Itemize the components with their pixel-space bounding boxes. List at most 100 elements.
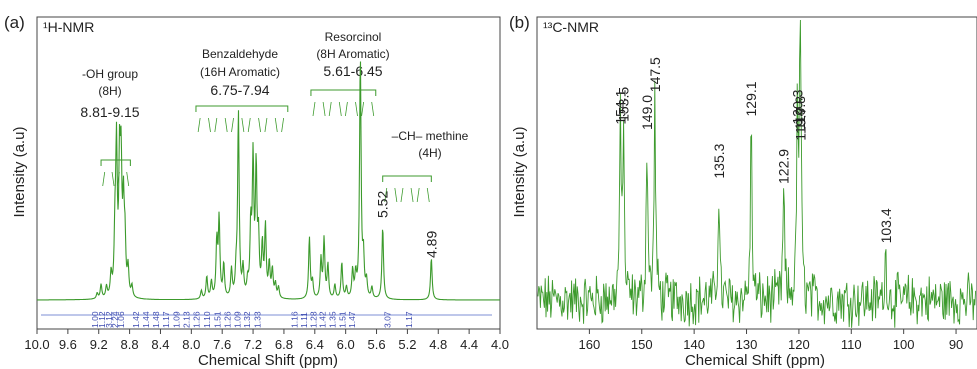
x-tick-label-a: 4.8 (429, 337, 447, 352)
spectrum-b (537, 19, 977, 328)
panel-letter-b: (b) (509, 13, 530, 32)
spectrum-line-a (37, 61, 500, 301)
peak-label-b: 147.5 (647, 57, 663, 92)
panel-letter-a: (a) (4, 13, 25, 32)
plot-frame-b (536, 16, 977, 330)
integration-label: 1.11 (299, 312, 309, 328)
integration-label: 2.24 (110, 311, 120, 328)
plot-frame-a (36, 16, 501, 330)
panel-title-a: ¹H-NMR (43, 19, 94, 35)
integration-label: 1.33 (253, 311, 263, 328)
integration-fan-line (328, 101, 332, 117)
integration-fan-line (384, 187, 388, 203)
x-tick-label-a: 9.2 (90, 337, 108, 352)
integration-fan-line (371, 101, 375, 117)
integration-fan-line (126, 171, 130, 187)
integration-label: 1.48 (151, 311, 161, 328)
peak-label-b: 153.5 (615, 87, 631, 122)
peak-label-a: 5.52 (375, 191, 391, 218)
integration-fan-line (274, 117, 278, 133)
integration-label: 1.06 (116, 311, 126, 328)
integration-fan-line (322, 101, 326, 117)
annotation-range: 8.81-9.15 (80, 104, 139, 120)
integration-label: 1.17 (404, 311, 414, 328)
panel-title-b: ¹³C-NMR (543, 19, 599, 35)
x-tick-label-b: 160 (579, 337, 601, 352)
integration-fan-line (281, 117, 285, 133)
x-tick-label-a: 6.8 (275, 337, 293, 352)
x-ticks-a: 10.0 9.6 9.2 8.8 8.4 8.0 7.6 7.2 6.8 6.4 6.0 5.6 5.2… (24, 329, 509, 352)
peak-label-b: 154.1 (612, 89, 628, 124)
x-tick-label-a: 7.2 (244, 337, 262, 352)
integration-label: 3.12 (104, 311, 114, 328)
peak-labels-a: 5.52 4.89 (375, 191, 440, 258)
integration-fan-line (224, 117, 228, 133)
integration-label: 2.13 (182, 311, 192, 328)
integration-label: 1.09 (233, 311, 243, 328)
integration-fan-line (247, 117, 251, 133)
annotation-text: (8H) (98, 84, 121, 98)
integration-fan-line (264, 117, 268, 133)
integration-fan-line (102, 171, 106, 187)
x-tick-label-a: 4.4 (460, 337, 478, 352)
peak-label-b: 119.8 (792, 96, 808, 130)
peak-label-b: 103.4 (878, 208, 894, 243)
x-tick-label-a: 5.2 (398, 337, 416, 352)
integration-fan-line (355, 101, 358, 117)
x-tick-label-a: 9.6 (59, 337, 77, 352)
integration-label: 3.07 (382, 311, 392, 328)
x-tick-label-a: 4.0 (491, 337, 509, 352)
peak-label-b: 135.3 (711, 143, 727, 178)
x-tick-label-a: 8.8 (121, 337, 139, 352)
annotation-text: (16H Aromatic) (200, 65, 280, 79)
x-axis-label-a: Chemical Shift (ppm) (198, 352, 338, 369)
annotation-text: Benzaldehyde (202, 47, 278, 61)
panel-b-c-nmr: (b) ¹³C-NMR Intensity (a.u) Chemical Shi… (509, 13, 977, 369)
y-axis-label-b: Intensity (a.u) (511, 127, 528, 218)
x-tick-label-b: 100 (893, 337, 915, 352)
integration-fan-line (197, 117, 201, 133)
integration-fan-line (214, 117, 218, 133)
integration-label: 1.47 (347, 311, 357, 328)
integration-label: 1.16 (290, 311, 300, 328)
x-tick-label-a: 5.6 (367, 337, 385, 352)
x-tick-label-b: 120 (788, 337, 810, 352)
x-tick-label-b: 110 (841, 337, 862, 352)
x-tick-label-b: 90 (949, 337, 963, 352)
integration-fan-line (231, 117, 234, 133)
x-tick-label-a: 6.0 (337, 337, 355, 352)
annotation-range: 5.61-6.45 (323, 63, 382, 79)
integration-fan-line (410, 187, 414, 203)
integration-label: 1.44 (141, 311, 151, 328)
integration-fan-line (361, 101, 365, 117)
integration-fan-line (394, 187, 398, 203)
x-tick-label-a: 6.4 (306, 337, 324, 352)
integration-label: 1.35 (328, 311, 338, 328)
x-tick-label-b: 130 (736, 337, 758, 352)
annotation-text: (8H Aromatic) (316, 47, 389, 61)
x-tick-label-a: 10.0 (24, 337, 49, 352)
integration-labels-a: 1.001.123.122.241.06 1.42 1.44 1.48 1.17 1.09… (41, 311, 492, 328)
annotation-text: (4H) (418, 146, 441, 160)
integration-label: 1.51 (213, 311, 223, 328)
integration-label: 1.28 (308, 311, 318, 328)
x-tick-label-b: 150 (631, 337, 653, 352)
x-ticks-b: 160 150 140 130 120 110 100 90 (579, 329, 963, 352)
x-tick-label-a: 8.4 (151, 337, 169, 352)
spectrum-line-b (537, 19, 977, 328)
integration-fan-line (258, 117, 261, 133)
annotation-bracket (310, 89, 377, 96)
x-tick-label-a: 7.6 (213, 337, 231, 352)
integration-fan-line (400, 187, 404, 203)
annotation-text: –CH– methine (392, 129, 469, 143)
panel-a-h-nmr: (a) ¹H-NMR Intensity (a.u) Chemical Shif… (4, 13, 509, 369)
annotation-range: 6.75-7.94 (210, 82, 269, 98)
peak-label-b: 122.9 (776, 149, 792, 184)
annotations-a: -OH group (8H) 8.81-9.15 Benzaldehyde (16H A… (80, 30, 469, 203)
integration-fan-line (208, 117, 211, 133)
integration-fan-line (426, 187, 430, 203)
peak-label-b: 119.7 (792, 107, 808, 141)
annotation-text: Resorcinol (325, 30, 382, 44)
integration-fan-line (345, 101, 348, 117)
